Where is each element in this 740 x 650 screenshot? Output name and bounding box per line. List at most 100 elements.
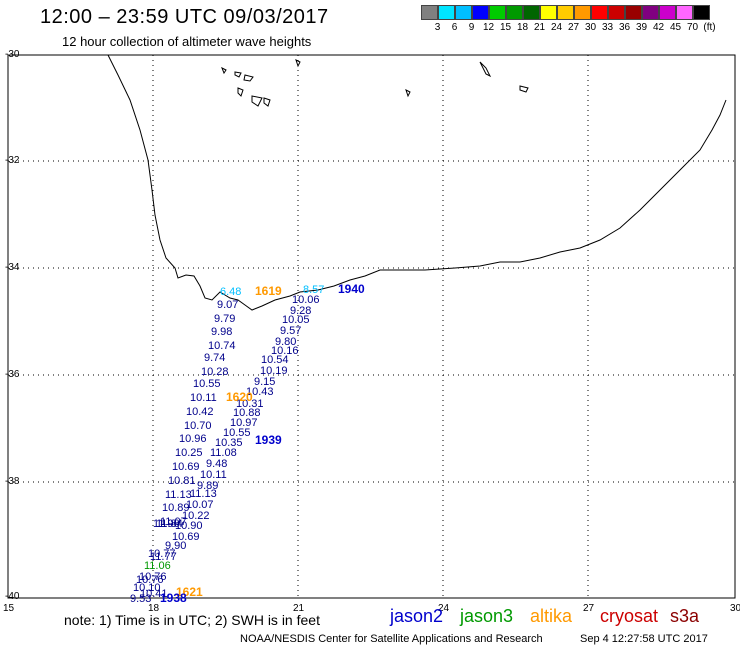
wave-height-value: 11.07	[160, 516, 187, 528]
scale-swatch	[472, 5, 489, 20]
wave-height-value: 10.05	[282, 314, 310, 326]
longitude-label: 18	[148, 603, 160, 614]
scale-label: 3	[434, 22, 441, 33]
wave-height-value: 10.89	[162, 502, 190, 514]
longitude-label: 24	[438, 603, 450, 614]
wave-height-value: 11.77	[150, 551, 177, 563]
scale-label: 70	[686, 22, 699, 33]
pass-time-label: 1620	[226, 390, 253, 404]
longitude-label: 27	[583, 603, 595, 614]
wave-height-value: 9.79	[214, 313, 236, 325]
wave-height-value: 10.70	[184, 420, 212, 432]
latitude-label: -34	[5, 262, 20, 273]
pass-time-label: 1939	[255, 433, 282, 447]
wave-height-value: 9.89	[197, 480, 219, 492]
latitude-label: -38	[5, 476, 20, 487]
wave-height-value: 10.35	[215, 437, 243, 449]
wave-height-value: 10.16	[271, 345, 299, 357]
scale-label: 36	[618, 22, 631, 33]
latitude-label: -40	[5, 591, 20, 602]
wave-height-value: 9.15	[254, 376, 276, 388]
latitude-label: -30	[5, 49, 20, 60]
wave-height-value: 10.96	[179, 433, 207, 445]
legend-item-s3a: s3a	[670, 606, 700, 626]
wave-height-value: 10.81	[168, 475, 196, 487]
wave-height-value: 10.69	[172, 461, 200, 473]
wave-height-value: 10.90	[175, 520, 203, 532]
legend-item-cryosat: cryosat	[600, 606, 659, 626]
scale-swatch	[693, 5, 710, 20]
wave-height-value: 10.28	[201, 366, 229, 378]
wave-height-value: 10.97	[230, 417, 258, 429]
wave-height-value: 10.19	[260, 365, 288, 377]
scale-swatch	[540, 5, 557, 20]
wave-height-value: 10.25	[175, 447, 203, 459]
legend-item-altika: altika	[530, 606, 573, 626]
scale-swatch	[676, 5, 693, 20]
longitude-label: 21	[293, 603, 305, 614]
scale-label: 39	[635, 22, 648, 33]
scale-label: 18	[516, 22, 529, 33]
wave-height-value: 10.54	[261, 354, 289, 366]
wave-height-value: 11.08	[210, 447, 237, 459]
legend-item-jason3: jason3	[460, 606, 514, 626]
wave-height-value: 10.22	[182, 510, 210, 522]
latitude-label: -32	[5, 155, 20, 166]
pass-time-label: 1621	[176, 585, 203, 599]
units-note: note: 1) Time is in UTC; 2) SWH is in fe…	[64, 612, 320, 628]
wave-height-value: 10.55	[223, 427, 251, 439]
wave-height-value: 9.98	[211, 326, 233, 338]
wave-height-value: 9.28	[290, 305, 312, 317]
scale-swatch	[421, 5, 438, 20]
wave-height-value: 10.43	[246, 386, 274, 398]
latitude-label: -36	[5, 369, 20, 380]
scale-label: 15	[499, 22, 512, 33]
wave-height-value: 10.76	[139, 571, 167, 583]
wave-height-value: 10.11	[190, 392, 217, 404]
wave-height-value: 9.57	[280, 325, 302, 337]
scale-label: (ft)	[703, 22, 716, 33]
wave-height-value: 10.76	[136, 574, 164, 586]
wave-height-value: 8.57	[303, 284, 325, 296]
wave-height-value: 10.42	[186, 406, 214, 418]
wave-height-value: 6.48	[220, 286, 242, 298]
scale-swatch	[489, 5, 506, 20]
scale-swatch	[591, 5, 608, 20]
wave-height-value: 9.90	[165, 540, 187, 552]
scale-label: 12	[482, 22, 495, 33]
scale-swatch	[557, 5, 574, 20]
wave-height-value: 10.41	[140, 588, 168, 600]
scale-label: 27	[567, 22, 580, 33]
wave-height-value: 9.74	[204, 352, 226, 364]
scale-label: 30	[584, 22, 597, 33]
scale-swatch	[523, 5, 540, 20]
wave-height-value: 11.13	[165, 489, 192, 501]
wave-height-value: 10.55	[193, 378, 221, 390]
wave-height-value: 10.77	[148, 548, 176, 560]
wave-height-value: 11.84	[156, 518, 183, 530]
coastline-south-africa	[107, 54, 727, 311]
scale-label: 6	[451, 22, 458, 33]
wave-height-value: 9.53	[130, 593, 152, 605]
longitude-label: 15	[3, 603, 15, 614]
scale-label: 42	[652, 22, 665, 33]
scale-swatch	[506, 5, 523, 20]
map-subtitle: 12 hour collection of altimeter wave hei…	[62, 34, 312, 49]
pass-time-label: 1938	[160, 591, 187, 605]
wave-height-value: 10.06	[292, 294, 320, 306]
pass-time-label: 1940	[338, 282, 365, 296]
graticule	[8, 55, 735, 598]
scale-swatch	[574, 5, 591, 20]
wave-height-value: 11.13	[190, 488, 217, 500]
wave-height-value: 10.31	[236, 398, 264, 410]
pass-time-label: 1619	[255, 284, 282, 298]
wave-height-value: 11.06	[144, 560, 171, 572]
wave-height-value: 10.11	[200, 469, 227, 481]
wave-height-value: 10.88	[233, 407, 261, 419]
wave-height-value: 11.90	[153, 518, 180, 530]
scale-swatch	[438, 5, 455, 20]
inland-features	[221, 59, 529, 107]
longitude-label: 30	[730, 603, 740, 614]
scale-swatch	[659, 5, 676, 20]
